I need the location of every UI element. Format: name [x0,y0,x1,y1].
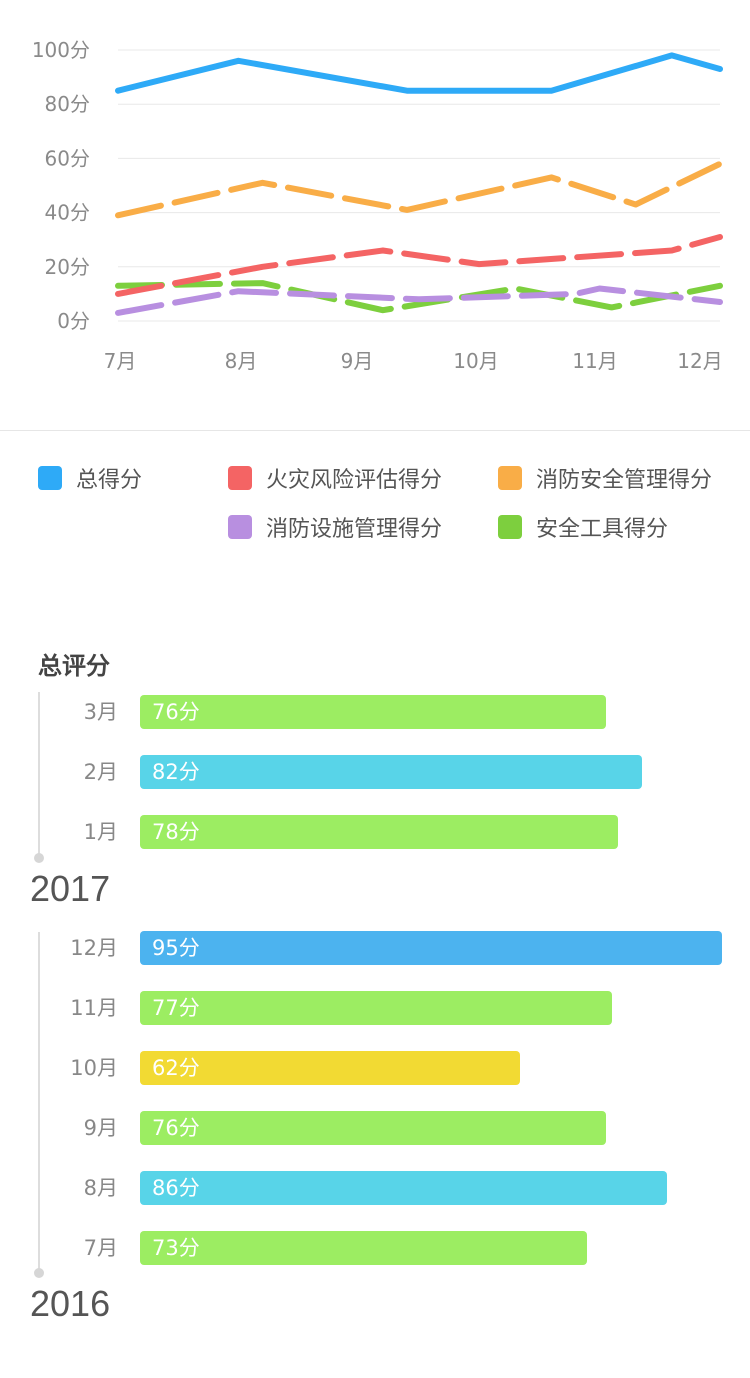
chart-grid [118,49,720,322]
timeline-line [38,932,40,1272]
y-tick-label: 60分 [45,146,90,170]
bar-value-label: 77分 [152,996,200,1020]
series-line-0 [115,52,723,94]
legend-swatch [498,515,522,539]
bar [140,695,606,729]
legend-item: 安全工具得分 [498,507,668,547]
y-axis-ticks: 100分 80分 60分 40分 20分 0分 [32,38,90,333]
legend-label: 消防设施管理得分 [266,517,443,542]
chart-legend: 总得分 火灾风险评估得分 消防安全管理得分消防设施管理得分 安全工具得分 [0,455,750,565]
x-axis-ticks: 7月 8月 9月 10月 11月 12月 [104,349,723,373]
legend-swatch [228,466,252,490]
series-line-2 [115,160,723,219]
bar [140,931,722,965]
month-label: 12月 [70,936,118,960]
legend-item: 消防设施管理得分 [228,507,442,547]
y-tick-label: 20分 [45,255,90,279]
bar-value-label: 78分 [152,820,200,844]
bar [140,1051,520,1085]
x-tick-label: 10月 [453,349,498,373]
legend-label: 总得分 [76,468,143,493]
bar [140,815,618,849]
x-tick-label: 9月 [341,349,374,373]
bar [140,1231,587,1265]
series-line-3 [115,285,723,316]
bar-value-label: 86分 [152,1176,200,1200]
timeline-line [38,692,40,857]
legend-swatch [228,515,252,539]
month-label: 11月 [70,996,118,1020]
x-tick-label: 12月 [677,349,722,373]
x-tick-label: 7月 [104,349,137,373]
year-label: 2017 [30,868,111,909]
month-label: 3月 [83,700,118,724]
x-tick-label: 8月 [225,349,258,373]
bar-value-label: 82分 [152,760,200,784]
bar-value-label: 62分 [152,1056,200,1080]
timeline-dot [34,853,44,863]
y-tick-label: 80分 [45,92,90,116]
legend-swatch [38,466,62,490]
bar [140,755,642,789]
y-tick-label: 0分 [57,309,90,333]
bar [140,1111,606,1145]
month-label: 2月 [83,760,118,784]
y-tick-label: 40分 [45,201,90,225]
x-tick-label: 11月 [572,349,617,373]
bar-value-label: 95分 [152,936,200,960]
legend-item: 总得分 [38,458,142,498]
month-label: 10月 [70,1056,118,1080]
legend-item: 消防安全管理得分 [498,458,712,498]
section-title: 总评分 [38,652,110,680]
series-line-1 [115,234,723,297]
month-label: 8月 [83,1176,118,1200]
bar-value-label: 76分 [152,700,200,724]
legend-label: 消防安全管理得分 [536,468,713,493]
month-label: 9月 [83,1116,118,1140]
year-label: 2016 [30,1283,111,1324]
month-label: 7月 [83,1236,118,1260]
legend-label: 火灾风险评估得分 [266,468,443,493]
month-label: 1月 [83,820,118,844]
timeline-dot [34,1268,44,1278]
bar-value-label: 73分 [152,1236,200,1260]
bar [140,991,612,1025]
y-tick-label: 100分 [32,38,90,62]
divider [0,430,750,431]
bar [140,1171,667,1205]
bar-value-label: 76分 [152,1116,200,1140]
chart-series [115,52,723,316]
legend-swatch [498,466,522,490]
line-chart: 100分 80分 60分 40分 20分 0分 7月 8月 9月 10月 11月 12月 [32,38,723,373]
legend-item: 火灾风险评估得分 [228,458,442,498]
legend-label: 安全工具得分 [536,517,669,542]
